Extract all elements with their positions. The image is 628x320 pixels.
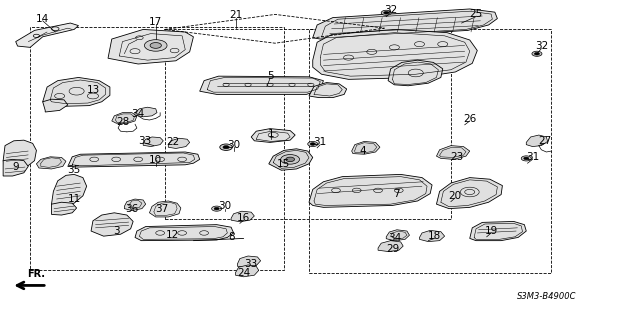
Text: S3M3-B4900C: S3M3-B4900C [517, 292, 576, 301]
Text: 31: 31 [526, 152, 539, 163]
Circle shape [384, 12, 389, 14]
Polygon shape [309, 174, 432, 207]
Polygon shape [36, 157, 66, 169]
Circle shape [281, 155, 300, 164]
Text: 1: 1 [268, 129, 274, 140]
Text: 32: 32 [384, 5, 398, 15]
Text: 5: 5 [267, 71, 273, 81]
Polygon shape [108, 29, 193, 64]
Polygon shape [135, 107, 157, 117]
Polygon shape [269, 149, 313, 170]
Circle shape [308, 141, 318, 147]
Polygon shape [470, 221, 526, 241]
Polygon shape [352, 141, 380, 154]
Text: 36: 36 [125, 204, 139, 214]
Bar [30, 27, 284, 270]
Circle shape [286, 157, 295, 162]
Polygon shape [251, 129, 295, 142]
Polygon shape [43, 99, 68, 112]
Polygon shape [313, 29, 477, 79]
Text: 3: 3 [113, 226, 119, 236]
Text: 37: 37 [155, 204, 169, 214]
Text: 14: 14 [36, 13, 50, 24]
Text: 30: 30 [219, 201, 231, 212]
Polygon shape [231, 211, 254, 222]
Polygon shape [200, 76, 323, 94]
Circle shape [212, 206, 222, 211]
Text: 21: 21 [229, 10, 242, 20]
Text: 18: 18 [428, 231, 441, 241]
Polygon shape [143, 137, 163, 147]
Polygon shape [526, 135, 548, 147]
Circle shape [214, 207, 219, 210]
Text: 23: 23 [450, 152, 464, 163]
Text: 9: 9 [13, 162, 19, 172]
Text: 33: 33 [244, 259, 258, 269]
Circle shape [534, 52, 539, 55]
Text: 12: 12 [166, 230, 180, 240]
Bar [309, 29, 551, 273]
Circle shape [532, 51, 542, 56]
Polygon shape [51, 202, 77, 215]
Polygon shape [436, 178, 502, 209]
Text: 29: 29 [386, 244, 399, 254]
Polygon shape [43, 77, 110, 106]
Text: 16: 16 [237, 213, 251, 223]
Polygon shape [149, 201, 181, 217]
Polygon shape [386, 230, 409, 241]
Polygon shape [3, 159, 28, 176]
Polygon shape [378, 241, 403, 252]
Text: 22: 22 [166, 137, 180, 148]
Text: 20: 20 [449, 191, 462, 201]
Text: 27: 27 [538, 136, 552, 147]
Text: FR.: FR. [28, 269, 45, 279]
Polygon shape [91, 213, 133, 236]
Polygon shape [313, 9, 497, 39]
Polygon shape [420, 230, 445, 242]
Circle shape [150, 43, 161, 48]
Text: 25: 25 [469, 9, 483, 20]
Polygon shape [16, 23, 78, 47]
Text: 28: 28 [116, 117, 129, 127]
Polygon shape [236, 265, 259, 277]
Circle shape [524, 157, 529, 160]
Text: 32: 32 [534, 41, 548, 52]
Text: 34: 34 [387, 233, 401, 244]
Circle shape [310, 143, 315, 145]
Polygon shape [68, 152, 200, 167]
Text: 13: 13 [86, 84, 100, 95]
Polygon shape [436, 146, 470, 159]
Text: 30: 30 [227, 140, 240, 150]
Polygon shape [3, 140, 36, 170]
Text: 19: 19 [484, 226, 498, 236]
Polygon shape [237, 256, 261, 267]
Polygon shape [168, 138, 190, 148]
Text: 34: 34 [131, 108, 145, 119]
Polygon shape [309, 83, 347, 98]
Text: 15: 15 [277, 159, 291, 169]
Circle shape [144, 40, 167, 51]
Text: 33: 33 [138, 136, 151, 146]
Polygon shape [388, 60, 443, 86]
Text: 31: 31 [313, 137, 327, 148]
Polygon shape [135, 225, 234, 241]
Text: 24: 24 [237, 268, 251, 278]
Circle shape [381, 10, 391, 15]
Circle shape [223, 146, 229, 149]
Text: 26: 26 [463, 114, 477, 124]
Circle shape [521, 156, 531, 161]
Polygon shape [51, 174, 87, 206]
Text: 17: 17 [149, 17, 163, 27]
Polygon shape [124, 199, 146, 211]
Text: 10: 10 [149, 155, 162, 165]
Text: 11: 11 [67, 194, 81, 204]
Text: 35: 35 [67, 165, 81, 175]
Polygon shape [112, 113, 137, 124]
Bar [165, 29, 451, 219]
Circle shape [220, 144, 232, 150]
Text: 8: 8 [228, 232, 234, 243]
Text: 7: 7 [394, 188, 400, 199]
Text: 4: 4 [360, 146, 366, 156]
